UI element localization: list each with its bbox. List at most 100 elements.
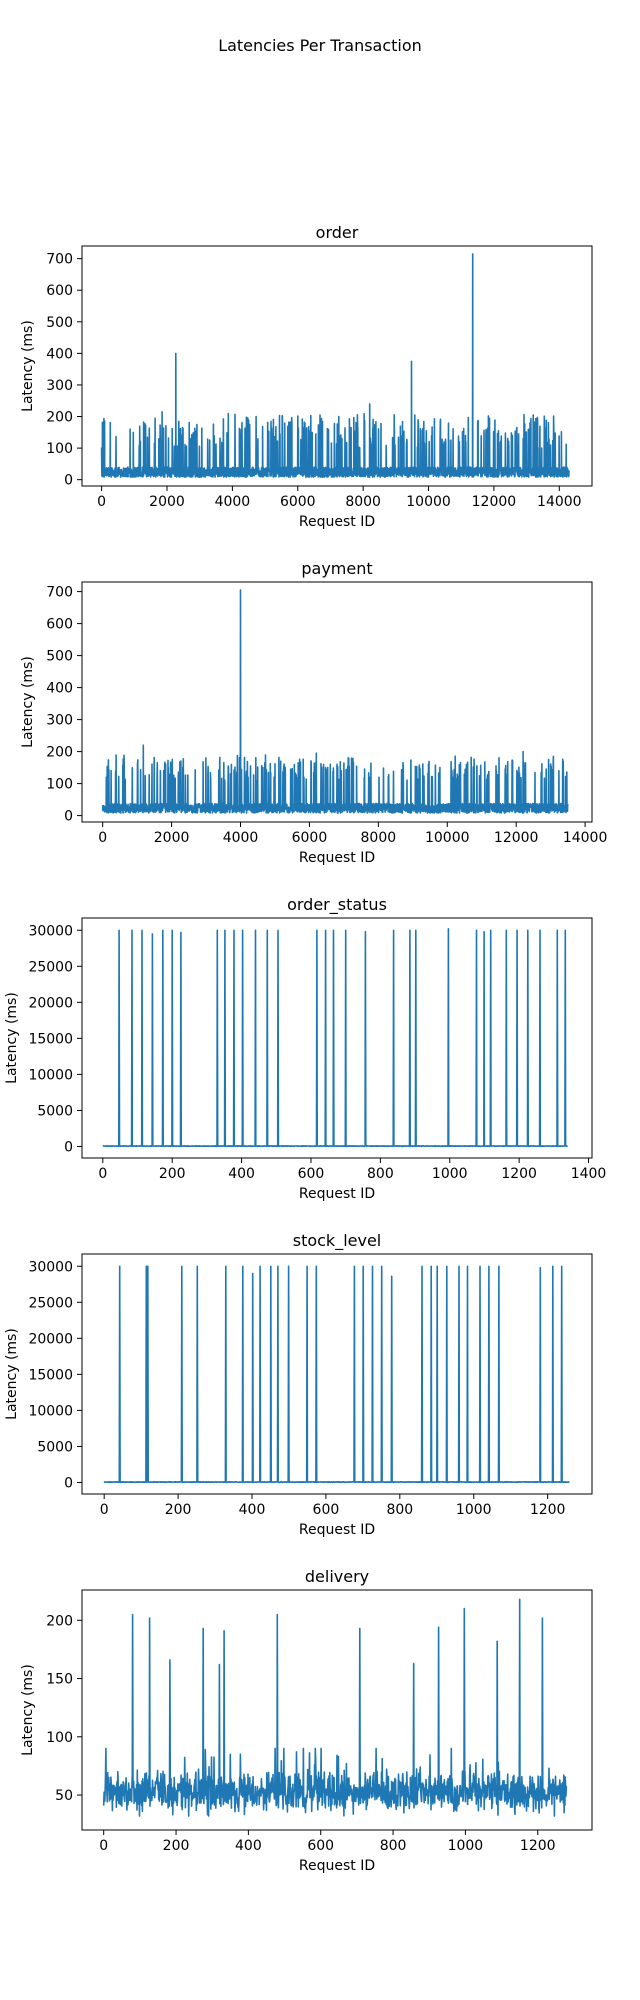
series-line-payment	[101, 589, 569, 814]
x-tick-label: 800	[386, 1502, 413, 1518]
axes-frame-order-status	[81, 917, 593, 1159]
chart-title-delivery: delivery	[305, 1567, 369, 1586]
x-tick-label: 600	[298, 1166, 325, 1182]
chart-title-stock-level: stock_level	[293, 1231, 382, 1251]
chart-panel-order-status: order_status 0 200 400 600 800 1000 1200 1400 0 50…	[4, 895, 607, 1202]
x-tick-label: 1000	[456, 1502, 492, 1518]
x-tick-label: 800	[367, 1166, 394, 1182]
y-axis-label-order: Latency (ms)	[20, 320, 36, 412]
y-tick-label: 30000	[28, 1259, 73, 1275]
y-tick-label: 700	[46, 252, 73, 268]
x-tick-label: 0	[99, 1838, 108, 1854]
y-tick-label: 5000	[37, 1439, 73, 1455]
y-tick-label: 200	[46, 1613, 73, 1629]
y-tick-label: 5000	[37, 1103, 73, 1119]
y-tick-label: 600	[46, 283, 73, 299]
x-axis-label-order-status: Request ID	[299, 1186, 375, 1202]
y-tick-label: 200	[46, 745, 73, 761]
axes-frame-stock-level	[81, 1253, 593, 1495]
y-tick-label: 600	[46, 617, 73, 633]
x-tick-label: 1200	[501, 1166, 537, 1182]
y-axis-label-stock-level: Latency (ms)	[4, 1328, 20, 1420]
axes-frame-delivery	[81, 1589, 593, 1831]
chart-panel-delivery: delivery 0 200 400 600 800 1000 1200 50 100 150 200…	[20, 1567, 593, 1874]
x-tick-label: 400	[235, 1838, 262, 1854]
x-tick-label: 8000	[361, 830, 397, 846]
x-tick-label: 200	[163, 1838, 190, 1854]
x-axis-label-order: Request ID	[299, 514, 375, 530]
x-tick-label: 10000	[406, 494, 451, 510]
figure-suptitle: Latencies Per Transaction	[218, 36, 422, 55]
x-tick-label: 12000	[472, 494, 517, 510]
y-tick-label: 700	[46, 585, 73, 601]
y-tick-label: 200	[46, 410, 73, 426]
x-tick-label: 200	[159, 1166, 186, 1182]
x-tick-label: 4000	[215, 494, 251, 510]
x-tick-label: 800	[380, 1838, 407, 1854]
y-tick-label: 0	[64, 1139, 73, 1155]
axes-frame-payment	[81, 581, 593, 823]
x-tick-label: 1000	[448, 1838, 484, 1854]
x-tick-label: 4000	[223, 830, 259, 846]
x-tick-label: 1200	[520, 1838, 556, 1854]
chart-panel-order: order 0 2000 4000 6000 8000 10000 12000 14000 0 10…	[20, 223, 593, 530]
x-tick-label: 8000	[345, 494, 381, 510]
series-line-delivery	[102, 1598, 568, 1817]
x-tick-label: 2000	[154, 830, 190, 846]
x-tick-label: 10000	[425, 830, 470, 846]
x-tick-label: 12000	[494, 830, 539, 846]
series-line-stock-level	[103, 1265, 570, 1484]
chart-title-order: order	[316, 223, 359, 242]
y-tick-label: 300	[46, 713, 73, 729]
y-tick-label: 150	[46, 1672, 73, 1688]
x-tick-label: 0	[98, 830, 107, 846]
y-tick-label: 10000	[28, 1067, 73, 1083]
chart-panel-stock-level: stock_level 0 200 400 600 800 1000 1200 0 5000 100…	[4, 1231, 593, 1538]
y-tick-label: 400	[46, 681, 73, 697]
y-tick-label: 100	[46, 441, 73, 457]
series-line-order	[100, 253, 570, 478]
y-tick-label: 10000	[28, 1403, 73, 1419]
y-tick-label: 30000	[28, 923, 73, 939]
y-tick-label: 25000	[28, 959, 73, 975]
y-tick-label: 100	[46, 777, 73, 793]
x-tick-label: 6000	[280, 494, 316, 510]
x-tick-label: 6000	[292, 830, 328, 846]
x-tick-label: 400	[239, 1502, 266, 1518]
x-tick-label: 14000	[537, 494, 582, 510]
y-axis-label-delivery: Latency (ms)	[20, 1664, 36, 1756]
x-axis-label-payment: Request ID	[299, 850, 375, 866]
x-axis-label-stock-level: Request ID	[299, 1522, 375, 1538]
x-tick-label: 1400	[571, 1166, 607, 1182]
x-tick-label: 14000	[563, 830, 608, 846]
y-tick-label: 500	[46, 649, 73, 665]
x-tick-label: 600	[307, 1838, 334, 1854]
chart-title-order-status: order_status	[287, 895, 387, 915]
axes-frame-order	[81, 245, 593, 487]
x-tick-label: 0	[100, 1502, 109, 1518]
y-tick-label: 20000	[28, 1331, 73, 1347]
x-tick-label: 1000	[432, 1166, 468, 1182]
y-tick-label: 15000	[28, 1367, 73, 1383]
series-line-order-status	[102, 928, 568, 1148]
y-tick-label: 500	[46, 315, 73, 331]
x-tick-label: 200	[165, 1502, 192, 1518]
y-axis-label-payment: Latency (ms)	[20, 656, 36, 748]
y-tick-label: 0	[64, 809, 73, 825]
y-tick-label: 0	[64, 1475, 73, 1491]
y-tick-label: 20000	[28, 995, 73, 1011]
y-tick-label: 0	[64, 473, 73, 489]
x-tick-label: 400	[228, 1166, 255, 1182]
y-axis-label-order-status: Latency (ms)	[4, 992, 20, 1084]
x-axis-label-delivery: Request ID	[299, 1858, 375, 1874]
y-tick-label: 15000	[28, 1031, 73, 1047]
x-tick-label: 600	[313, 1502, 340, 1518]
chart-panel-payment: payment 0 2000 4000 6000 8000 10000 12000 14000 0…	[20, 559, 608, 866]
x-tick-label: 2000	[149, 494, 185, 510]
x-tick-label: 0	[97, 494, 106, 510]
y-tick-label: 50	[55, 1788, 73, 1804]
y-tick-label: 100	[46, 1730, 73, 1746]
x-tick-label: 1200	[530, 1502, 566, 1518]
y-tick-label: 25000	[28, 1295, 73, 1311]
